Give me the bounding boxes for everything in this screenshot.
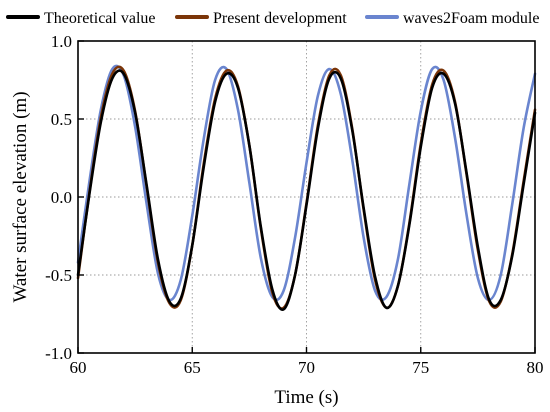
y-tick-label: -1.0 bbox=[45, 344, 72, 363]
series-line-theoretical-value bbox=[76, 69, 537, 311]
x-tick-label: 60 bbox=[70, 358, 87, 377]
legend-label: waves2Foam module bbox=[403, 10, 539, 27]
axis-ticks: 60 65 70 75 80 -1.0 -0.5 0.0 0.5 1.0 bbox=[45, 32, 543, 377]
x-axis-title: Time (s) bbox=[274, 387, 338, 408]
legend-label: Present development bbox=[213, 10, 347, 27]
x-tick-label: 70 bbox=[298, 358, 315, 377]
y-axis-title: Water surface elevation (m) bbox=[10, 91, 31, 302]
y-tick-label: 0.5 bbox=[51, 110, 72, 129]
x-tick-label: 75 bbox=[412, 358, 429, 377]
y-tick-label: 0.0 bbox=[51, 188, 72, 207]
legend-label: Theoretical value bbox=[44, 10, 156, 27]
x-tick-label: 65 bbox=[184, 358, 201, 377]
series-line-waves2foam-module bbox=[76, 64, 537, 302]
series-lines bbox=[76, 64, 537, 311]
y-tick-label: -0.5 bbox=[45, 266, 72, 285]
x-tick-label: 80 bbox=[527, 358, 544, 377]
legend: Theoretical value Present development wave… bbox=[6, 10, 539, 27]
y-tick-label: 1.0 bbox=[51, 32, 72, 51]
